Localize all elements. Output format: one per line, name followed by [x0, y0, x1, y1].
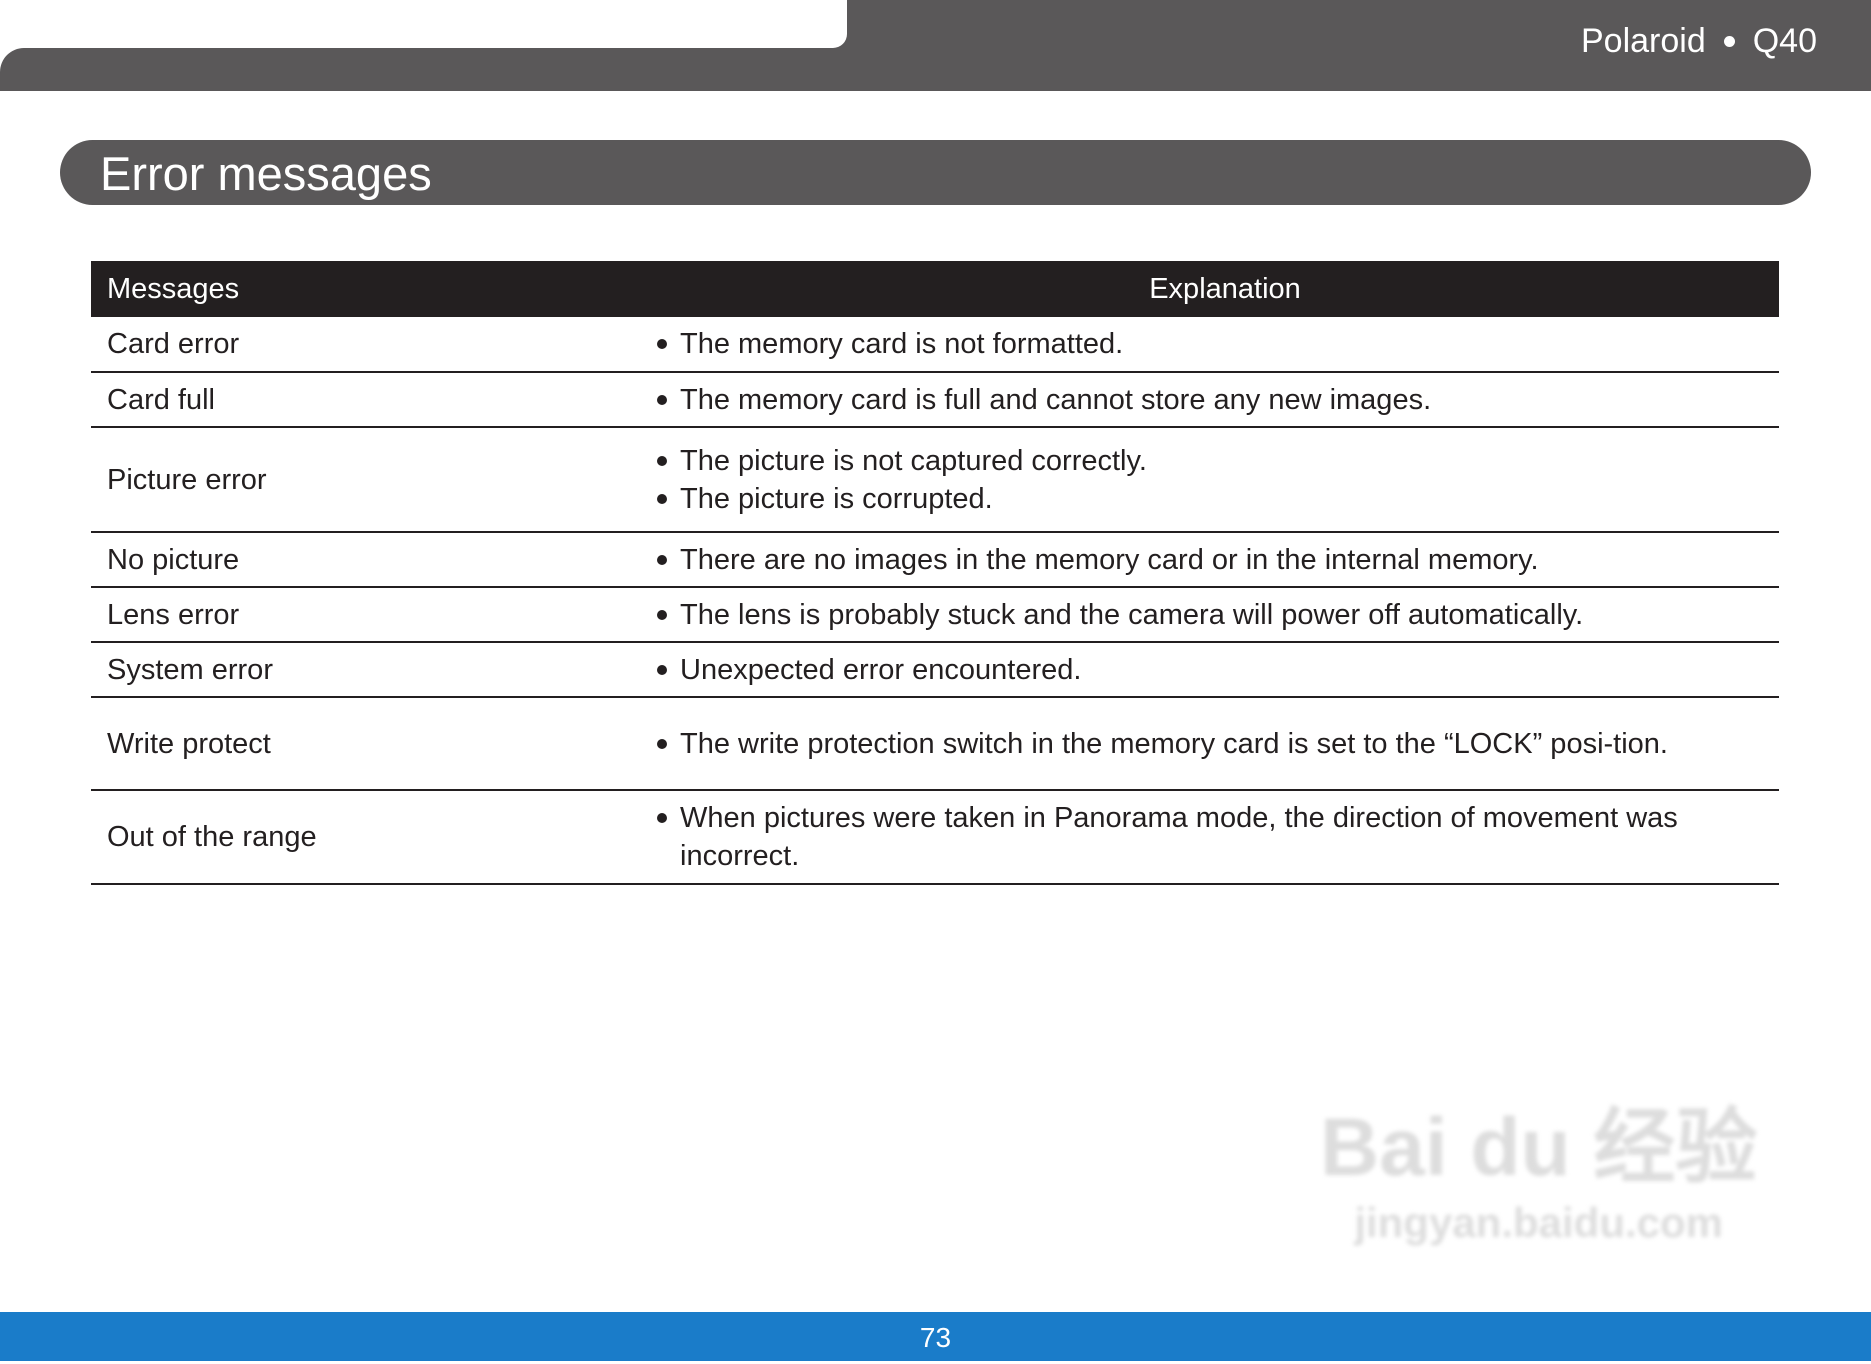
- brand-name: Polaroid: [1580, 22, 1706, 60]
- table-row: Out of the range When pictures were taken…: [91, 790, 1779, 885]
- section-title: Error messages: [100, 147, 432, 200]
- header-corner: [0, 48, 24, 72]
- explanation: Unexpected error encountered.: [655, 642, 1779, 698]
- header-tab: [0, 0, 847, 48]
- error-table: Messages Explanation Card error The memor…: [91, 261, 1779, 885]
- explanation: The write protection switch in the memor…: [655, 697, 1779, 791]
- message: Lens error: [91, 587, 655, 643]
- message: Out of the range: [91, 790, 655, 885]
- table-row: Card error The memory card is not formatt…: [91, 317, 1779, 373]
- table-row: Write protect The write protection switch…: [91, 697, 1779, 791]
- message: Picture error: [91, 427, 655, 533]
- footer: 73: [0, 1312, 1871, 1361]
- bullet-item: The memory card is full and cannot store…: [655, 381, 1749, 419]
- table-body: Card error The memory card is not formatt…: [91, 317, 1779, 885]
- column-header: Explanation: [655, 261, 1779, 317]
- message: Card full: [91, 372, 655, 428]
- bullet-item: The picture is corrupted.: [655, 480, 1749, 518]
- message: No picture: [91, 532, 655, 588]
- table-row: No picture There are no images in the mem…: [91, 532, 1779, 588]
- table-row: Card full The memory card is full and can…: [91, 372, 1779, 428]
- bullet-item: The lens is probably stuck and the camer…: [655, 596, 1749, 634]
- model-name: Q40: [1752, 22, 1817, 60]
- message: System error: [91, 642, 655, 698]
- page-number: 73: [919, 1322, 952, 1353]
- explanation: The picture is not captured correctly. Th…: [655, 427, 1779, 533]
- explanation: The memory card is full and cannot store…: [655, 372, 1779, 428]
- column-header: Messages: [91, 261, 655, 317]
- bullet-item: Unexpected error encountered.: [655, 651, 1749, 689]
- watermark-url: jingyan.baidu.com: [1354, 1199, 1724, 1246]
- watermark: Bai du 经验 jingyan.baidu.com: [1320, 1080, 1757, 1247]
- explanation: The lens is probably stuck and the camer…: [655, 587, 1779, 643]
- separator: [1723, 36, 1735, 47]
- header-row: Messages Explanation: [91, 261, 1779, 317]
- bullet-item: The write protection switch in the memor…: [655, 725, 1749, 763]
- message: Write protect: [91, 697, 655, 791]
- message: Card error: [91, 317, 655, 373]
- section-bar: Error messages: [60, 140, 1811, 205]
- explanation: The memory card is not formatted.: [655, 317, 1779, 373]
- table-row: System error Unexpected error encountered…: [91, 642, 1779, 698]
- bullet-item: The memory card is not formatted.: [655, 325, 1749, 363]
- bullet-item: When pictures were taken in Panorama mod…: [655, 799, 1749, 875]
- watermark-brand: Bai du 经验: [1320, 1102, 1758, 1193]
- table-row: Lens error The lens is probably stuck and…: [91, 587, 1779, 643]
- brand: Polaroid Q40: [1581, 22, 1817, 61]
- explanation: When pictures were taken in Panorama mod…: [655, 790, 1779, 885]
- bullet-item: The picture is not captured correctly.: [655, 442, 1749, 480]
- header-bar: Polaroid Q40: [0, 0, 1871, 91]
- bullet-item: There are no images in the memory card o…: [655, 541, 1749, 579]
- explanation: There are no images in the memory card o…: [655, 532, 1779, 588]
- table-row: Picture error The picture is not captured…: [91, 427, 1779, 533]
